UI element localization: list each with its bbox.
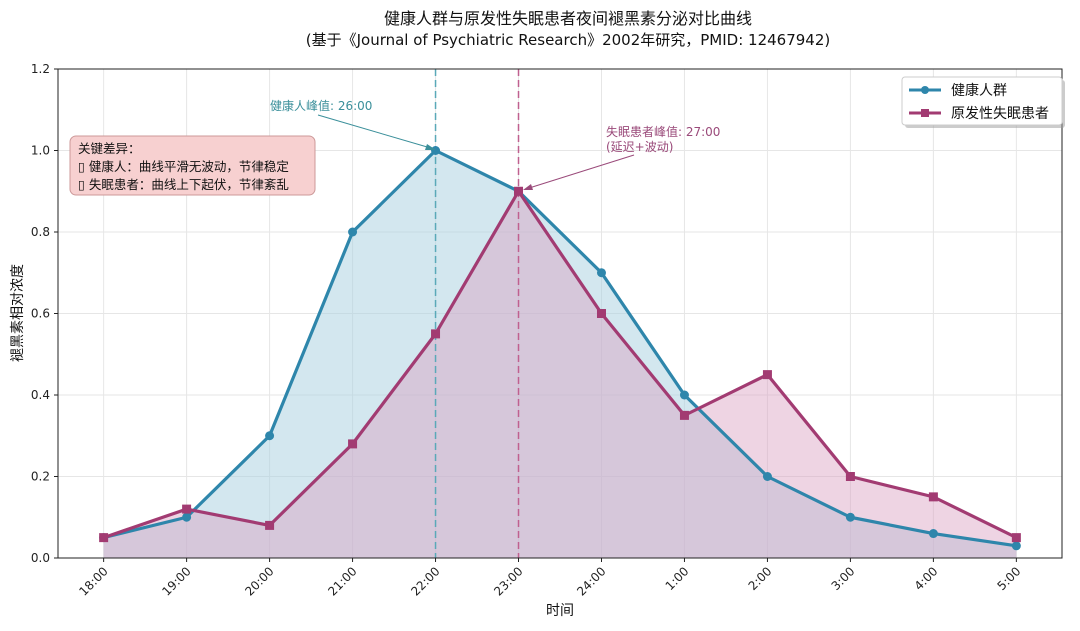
legend-healthy-label: 健康人群 — [951, 82, 1007, 99]
y-tick-label: 1.0 — [31, 144, 50, 158]
box-title: 关键差异： — [78, 141, 141, 156]
data-point-healthy — [762, 472, 772, 481]
data-point-insomnia — [1011, 533, 1021, 543]
y-tick-label: 0.2 — [31, 470, 50, 484]
x-axis-label: 时间 — [546, 603, 574, 619]
box-line-healthy: ▯ 健康人：曲线平滑无波动，节律稳定 — [78, 159, 289, 174]
series-line-1 — [103, 189, 1018, 540]
data-point-healthy — [265, 431, 275, 441]
data-point-healthy — [845, 512, 855, 522]
insomnia-peak-annotation: 失眠患者峰值: 27:00 — [606, 124, 720, 139]
data-point-insomnia — [431, 329, 441, 339]
legend-insomnia-label: 原发性失眠患者 — [951, 106, 1049, 122]
y-tick-label: 0.0 — [31, 551, 50, 565]
y-axis-label: 褪黑素相对浓度 — [10, 264, 26, 362]
area-fill-0 — [103, 150, 1017, 558]
x-tick-label: 24:00 — [574, 564, 608, 598]
x-ticks: 18:00 19:00 20:00 21:00 22:00 23:00 24:00 1:00 2… — [76, 558, 1023, 599]
data-point-healthy — [431, 146, 441, 155]
data-point-healthy — [348, 227, 358, 237]
data-point-insomnia — [348, 439, 358, 449]
legend-insomnia-marker — [921, 109, 929, 117]
chart-title: 健康人群与原发性失眠患者夜间褪黑素分泌对比曲线 — [384, 9, 752, 28]
data-point-healthy — [596, 268, 606, 278]
y-ticks: 0.0 0.2 0.4 0.6 0.8 1.0 1.2 — [31, 62, 58, 565]
x-tick-label: 22:00 — [408, 564, 442, 598]
y-tick-label: 0.6 — [31, 307, 50, 321]
box-line-insomnia: ▯ 失眠患者：曲线上下起伏，节律紊乱 — [78, 177, 289, 192]
data-point-healthy — [679, 390, 689, 400]
data-point-healthy — [182, 512, 192, 522]
x-tick-label: 20:00 — [242, 564, 276, 598]
x-tick-label: 2:00 — [746, 564, 775, 593]
chart-subtitle: (基于《Journal of Psychiatric Research》2002… — [306, 31, 831, 49]
y-tick-label: 1.2 — [31, 62, 50, 76]
data-point-healthy — [1011, 541, 1021, 551]
series-line-0 — [103, 148, 1017, 548]
data-point-healthy — [928, 529, 938, 539]
data-point-insomnia — [99, 533, 109, 543]
insomnia-peak-arrowhead — [523, 184, 533, 190]
x-tick-label: 19:00 — [159, 564, 193, 598]
data-point-insomnia — [265, 520, 275, 530]
healthy-peak-arrowhead — [425, 144, 436, 150]
area-fills — [103, 150, 1017, 558]
x-tick-label: 5:00 — [995, 564, 1024, 593]
key-difference-box: 关键差异： ▯ 健康人：曲线平滑无波动，节律稳定 ▯ 失眠患者：曲线上下起伏，节… — [69, 135, 316, 196]
y-tick-label: 0.8 — [31, 225, 50, 239]
series-lines — [99, 146, 1021, 551]
healthy-peak-arrow — [317, 114, 435, 150]
y-tick-label: 0.4 — [31, 388, 50, 402]
data-point-insomnia — [762, 370, 772, 380]
insomnia-peak-annotation-note: (延迟+波动) — [606, 140, 673, 154]
insomnia-peak-arrow — [525, 154, 635, 190]
data-point-insomnia — [845, 472, 855, 481]
legend: 健康人群 原发性失眠患者 — [901, 76, 1065, 128]
data-point-insomnia — [514, 186, 524, 196]
data-point-insomnia — [596, 309, 606, 318]
x-tick-label: 1:00 — [663, 564, 692, 593]
x-tick-label: 4:00 — [912, 564, 941, 593]
legend-healthy-marker — [921, 86, 929, 94]
healthy-peak-annotation: 健康人峰值: 26:00 — [270, 98, 372, 113]
data-point-insomnia — [182, 504, 192, 514]
x-tick-label: 23:00 — [491, 564, 525, 598]
x-tick-label: 21:00 — [325, 564, 359, 598]
data-point-insomnia — [928, 492, 938, 502]
x-tick-label: 18:00 — [76, 564, 110, 598]
x-tick-label: 3:00 — [829, 564, 858, 593]
data-point-insomnia — [679, 410, 689, 420]
